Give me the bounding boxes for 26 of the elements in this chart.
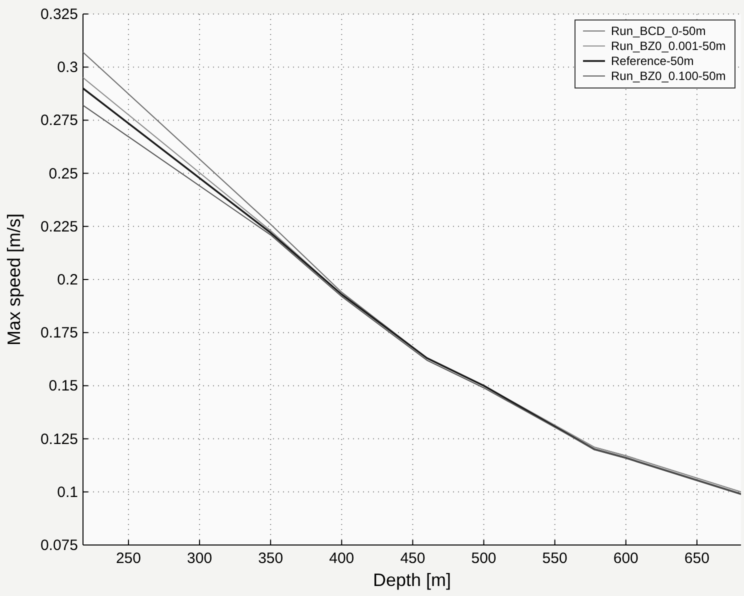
y-tick-label: 0.2 <box>57 272 78 288</box>
y-tick-label: 0.225 <box>40 218 78 236</box>
x-tick-label: 250 <box>116 550 141 567</box>
legend-label: Run_BCD_0-50m <box>611 24 706 38</box>
x-axis-title: Depth [m] <box>372 570 452 590</box>
x-tick-label: 500 <box>471 550 496 567</box>
x-tick-label: 450 <box>400 550 426 567</box>
x-tick-label: 600 <box>613 550 638 567</box>
x-tick-label: 650 <box>684 550 710 567</box>
y-tick-label: 0.3 <box>57 59 78 76</box>
y-tick-label: 0.125 <box>40 430 78 448</box>
y-tick-label: 0.325 <box>40 6 78 23</box>
x-tick-label: 400 <box>329 550 354 567</box>
x-tick-label: 300 <box>187 550 212 567</box>
y-tick-label: 0.25 <box>48 165 78 182</box>
y-tick-label: 0.15 <box>48 378 78 395</box>
y-tick-label: 0.075 <box>40 537 78 554</box>
y-axis-title: Max speed [m/s] <box>4 213 24 346</box>
legend-label: Reference-50m <box>611 54 694 68</box>
y-tick-label: 0.1 <box>57 484 78 501</box>
x-tick-label: 550 <box>542 550 568 567</box>
legend-label: Run_BZ0_0.100-50m <box>611 69 726 83</box>
legend-label: Run_BZ0_0.001-50m <box>611 39 726 53</box>
y-tick-label: 0.175 <box>40 324 78 342</box>
y-tick-label: 0.275 <box>40 112 78 130</box>
x-tick-label: 350 <box>258 550 284 567</box>
